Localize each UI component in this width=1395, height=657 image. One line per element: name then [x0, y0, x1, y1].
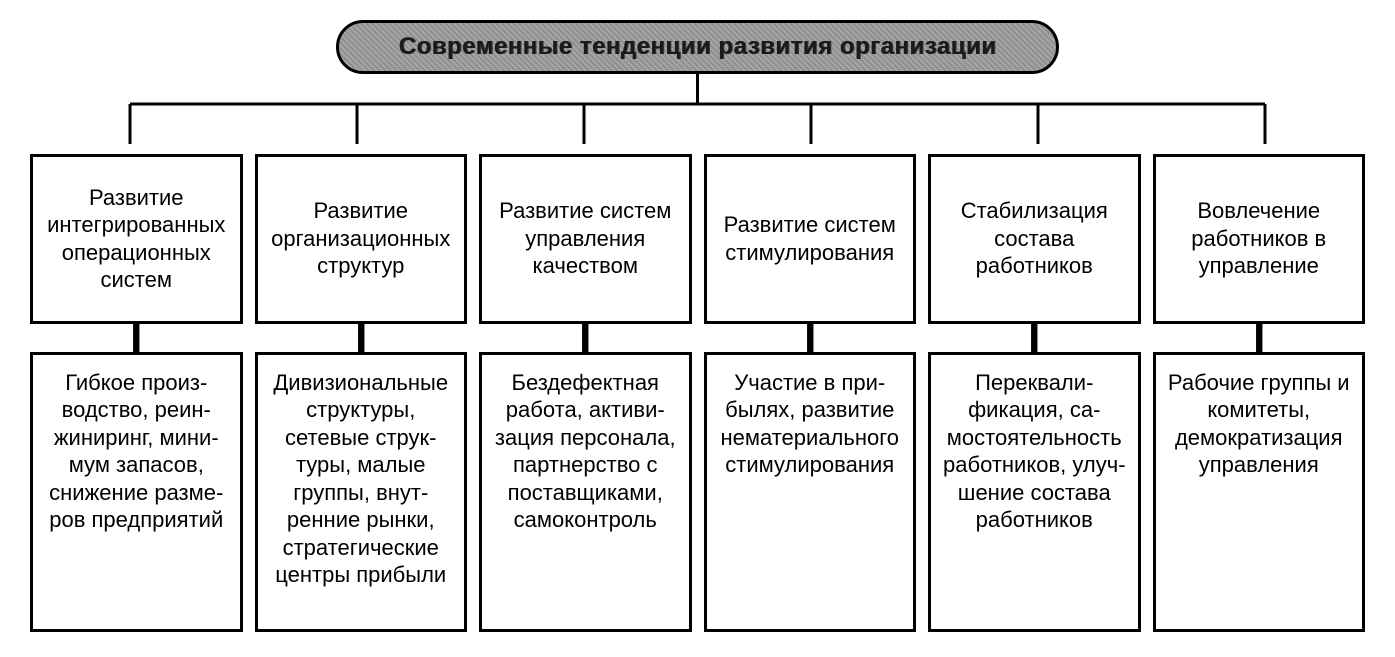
columns-row: Развитие интегрированных операционных си…: [30, 154, 1365, 632]
branch-2: Развитие организа­ционных структур Дивиз…: [255, 154, 468, 632]
branch-heading: Развитие систем стимули­рования: [704, 154, 917, 324]
connector-mid: [479, 324, 692, 352]
branch-desc: Гибкое произ­водство, реин­жиниринг, мин…: [30, 352, 243, 632]
root-container: Современные тенденции развития организац…: [30, 20, 1365, 74]
branch-desc: Бездефектная работа, активи­зация персон…: [479, 352, 692, 632]
branch-desc: Дивизиональ­ные структуры, сетевые струк…: [255, 352, 468, 632]
branch-6: Вовлечение работников в управ­ление Рабо…: [1153, 154, 1366, 632]
branch-4: Развитие систем стимули­рования Участие …: [704, 154, 917, 632]
connector-mid: [1153, 324, 1366, 352]
branch-heading: Вовлечение работников в управ­ление: [1153, 154, 1366, 324]
connector-top: [30, 74, 1365, 144]
branch-desc: Участие в при­былях, разви­тие немате­ри…: [704, 352, 917, 632]
connector-mid: [30, 324, 243, 352]
branch-desc: Переквали­фикация, са­мостоятель­ность р…: [928, 352, 1141, 632]
branch-3: Развитие систем управления качеством Без…: [479, 154, 692, 632]
branch-5: Стабилиза­ция состава работников Переква…: [928, 154, 1141, 632]
branch-desc: Рабочие группы и комитеты, демокра­тизац…: [1153, 352, 1366, 632]
branch-heading: Развитие организа­ционных структур: [255, 154, 468, 324]
connector-mid: [704, 324, 917, 352]
branch-heading: Развитие систем управления качеством: [479, 154, 692, 324]
connector-mid: [928, 324, 1141, 352]
branch-heading: Стабилиза­ция состава работников: [928, 154, 1141, 324]
branch-1: Развитие интегрированных операционных си…: [30, 154, 243, 632]
root-node: Современные тенденции развития организац…: [336, 20, 1060, 74]
connector-mid: [255, 324, 468, 352]
branch-heading: Развитие интегрированных операционных си…: [30, 154, 243, 324]
